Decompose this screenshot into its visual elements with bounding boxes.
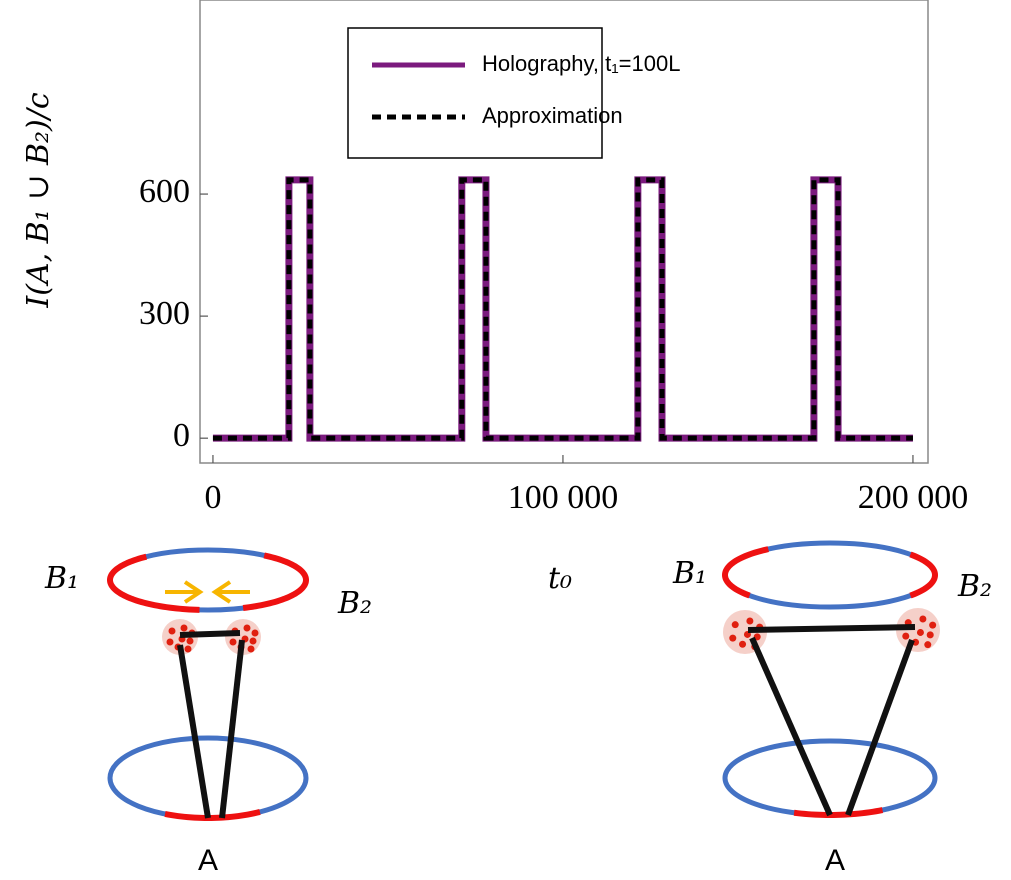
dot — [746, 618, 753, 625]
dot — [924, 641, 931, 648]
dot — [919, 616, 926, 623]
link — [180, 633, 240, 635]
y-tick-label: 0 — [173, 417, 190, 454]
dot — [902, 633, 909, 640]
dot — [739, 641, 746, 648]
ring-arc — [725, 549, 768, 595]
ring-arc — [910, 554, 935, 595]
link — [748, 627, 915, 630]
dot — [252, 630, 259, 637]
legend-box — [348, 28, 602, 158]
dot — [244, 625, 251, 632]
dot — [917, 629, 924, 636]
y-tick-label: 600 — [139, 173, 190, 210]
label-a: A — [198, 844, 218, 877]
dot — [927, 631, 934, 638]
dot — [929, 622, 936, 629]
legend-label: Approximation — [482, 103, 623, 128]
ring-arc — [243, 555, 306, 608]
diagrams: B₁ B₂ A B₁ B₂ A — [44, 543, 992, 877]
label-b1: B₁ — [44, 561, 79, 596]
x-tick-label: 100 000 — [508, 479, 619, 516]
arrow — [165, 582, 200, 602]
link — [848, 640, 912, 815]
x-axis-label: t₀ — [548, 561, 572, 596]
legend-label: Holography, t₁=100L — [482, 51, 680, 76]
dot — [187, 638, 194, 645]
arrow — [215, 582, 250, 602]
link — [180, 645, 208, 818]
dot — [732, 621, 739, 628]
label-b2: B₂ — [337, 586, 372, 621]
label-a: A — [825, 844, 845, 877]
dot — [250, 638, 257, 645]
dot — [729, 635, 736, 642]
dot — [248, 646, 255, 653]
label-b1: B₁ — [672, 556, 707, 591]
ring — [725, 741, 935, 815]
label-b2: B₂ — [957, 569, 992, 604]
dot — [167, 639, 174, 646]
x-tick-label: 0 — [204, 479, 221, 516]
ring-arc — [794, 810, 882, 815]
figure: I(A, B₁ ∪ B₂)/c t₀ B₁ B₂ A B₁ B₂ A 0 100 … — [0, 0, 1011, 880]
series-line — [213, 180, 913, 438]
dot — [230, 639, 237, 646]
dot — [181, 625, 188, 632]
link — [222, 640, 242, 818]
y-tick-label: 300 — [139, 295, 190, 332]
link — [752, 638, 830, 815]
series-line — [213, 180, 913, 438]
dot — [169, 628, 176, 635]
dot — [185, 646, 192, 653]
ring-arc — [165, 812, 260, 818]
y-axis-label: I(A, B₁ ∪ B₂)/c — [21, 92, 56, 308]
x-tick-label: 200 000 — [858, 479, 969, 516]
